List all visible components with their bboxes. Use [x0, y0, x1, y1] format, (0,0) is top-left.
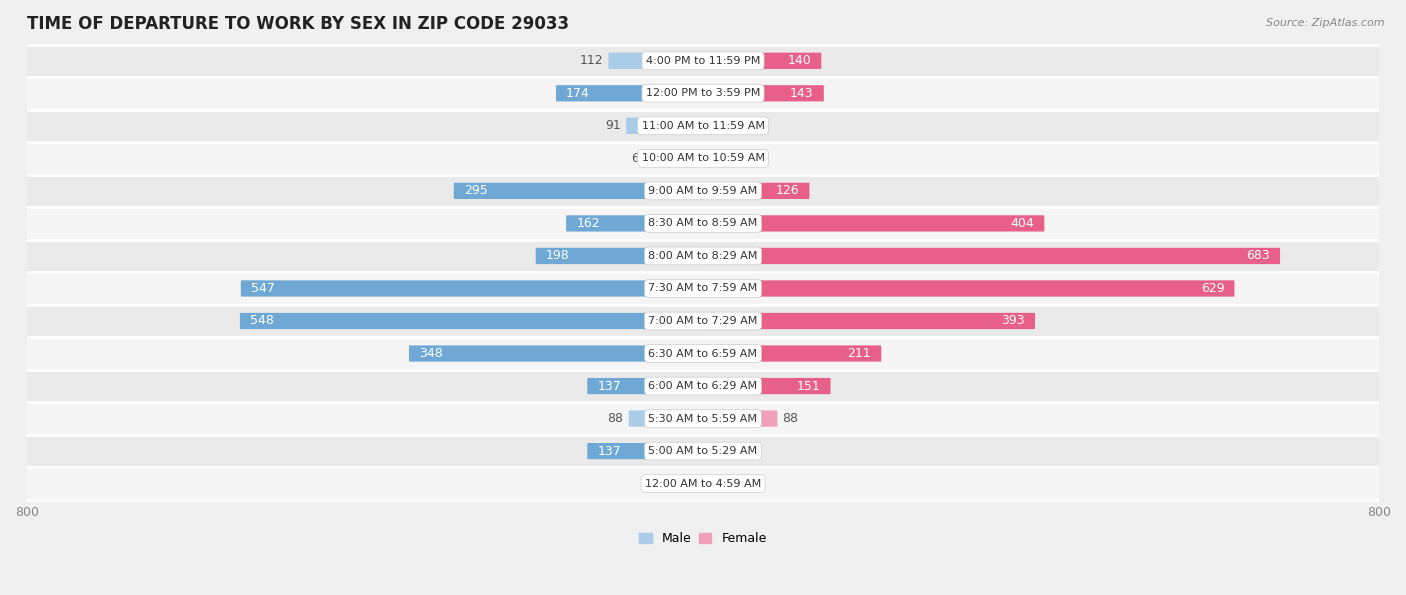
Text: 0: 0 [709, 444, 716, 458]
Text: 4:00 PM to 11:59 PM: 4:00 PM to 11:59 PM [645, 56, 761, 66]
FancyBboxPatch shape [703, 378, 831, 394]
Text: 0: 0 [709, 120, 716, 132]
Text: 683: 683 [1246, 249, 1270, 262]
Text: 404: 404 [1011, 217, 1035, 230]
FancyBboxPatch shape [703, 52, 821, 69]
Bar [27, 337, 1379, 369]
Text: 27: 27 [731, 477, 747, 490]
FancyBboxPatch shape [651, 150, 703, 167]
Text: 61: 61 [631, 152, 647, 165]
Text: Source: ZipAtlas.com: Source: ZipAtlas.com [1267, 18, 1385, 28]
Text: 548: 548 [250, 315, 274, 327]
FancyBboxPatch shape [536, 248, 703, 264]
Bar [27, 77, 1379, 109]
Text: 5:00 AM to 5:29 AM: 5:00 AM to 5:29 AM [648, 446, 758, 456]
Bar [27, 142, 1379, 174]
Text: 11:00 AM to 11:59 AM: 11:00 AM to 11:59 AM [641, 121, 765, 131]
FancyBboxPatch shape [703, 150, 737, 167]
Text: 6:00 AM to 6:29 AM: 6:00 AM to 6:29 AM [648, 381, 758, 391]
Text: 91: 91 [606, 120, 621, 132]
Text: 7:30 AM to 7:59 AM: 7:30 AM to 7:59 AM [648, 283, 758, 293]
Legend: Male, Female: Male, Female [634, 527, 772, 550]
Text: 10:00 AM to 10:59 AM: 10:00 AM to 10:59 AM [641, 154, 765, 164]
Text: 8:30 AM to 8:59 AM: 8:30 AM to 8:59 AM [648, 218, 758, 228]
FancyBboxPatch shape [703, 183, 810, 199]
Text: 40: 40 [742, 152, 758, 165]
Bar [27, 174, 1379, 207]
FancyBboxPatch shape [703, 85, 824, 101]
Text: 12:00 AM to 4:59 AM: 12:00 AM to 4:59 AM [645, 478, 761, 488]
Text: 7:00 AM to 7:29 AM: 7:00 AM to 7:29 AM [648, 316, 758, 326]
FancyBboxPatch shape [626, 118, 703, 134]
Text: 162: 162 [576, 217, 600, 230]
FancyBboxPatch shape [240, 313, 703, 329]
Text: 629: 629 [1201, 282, 1225, 295]
Text: 8:00 AM to 8:29 AM: 8:00 AM to 8:29 AM [648, 251, 758, 261]
Bar [27, 402, 1379, 435]
FancyBboxPatch shape [609, 52, 703, 69]
Text: 211: 211 [848, 347, 872, 360]
Text: 38: 38 [650, 477, 666, 490]
Text: 12:00 PM to 3:59 PM: 12:00 PM to 3:59 PM [645, 88, 761, 98]
FancyBboxPatch shape [703, 345, 882, 362]
Bar [27, 45, 1379, 77]
FancyBboxPatch shape [703, 280, 1234, 296]
Bar [27, 240, 1379, 272]
Text: 126: 126 [776, 184, 800, 198]
Bar [27, 369, 1379, 402]
Bar [27, 109, 1379, 142]
FancyBboxPatch shape [703, 248, 1279, 264]
Text: 88: 88 [607, 412, 624, 425]
Text: 143: 143 [790, 87, 814, 100]
Bar [27, 272, 1379, 305]
Text: 140: 140 [787, 54, 811, 67]
Text: 9:00 AM to 9:59 AM: 9:00 AM to 9:59 AM [648, 186, 758, 196]
Text: TIME OF DEPARTURE TO WORK BY SEX IN ZIP CODE 29033: TIME OF DEPARTURE TO WORK BY SEX IN ZIP … [27, 15, 569, 33]
FancyBboxPatch shape [567, 215, 703, 231]
Text: 393: 393 [1001, 315, 1025, 327]
FancyBboxPatch shape [703, 475, 725, 491]
Bar [27, 207, 1379, 240]
FancyBboxPatch shape [671, 475, 703, 491]
Text: 137: 137 [598, 380, 621, 393]
FancyBboxPatch shape [555, 85, 703, 101]
Bar [27, 467, 1379, 500]
Text: 348: 348 [419, 347, 443, 360]
FancyBboxPatch shape [588, 378, 703, 394]
Text: 547: 547 [250, 282, 274, 295]
Text: 88: 88 [782, 412, 799, 425]
Text: 5:30 AM to 5:59 AM: 5:30 AM to 5:59 AM [648, 414, 758, 424]
Bar [27, 305, 1379, 337]
FancyBboxPatch shape [703, 215, 1045, 231]
Text: 295: 295 [464, 184, 488, 198]
FancyBboxPatch shape [588, 443, 703, 459]
Text: 6:30 AM to 6:59 AM: 6:30 AM to 6:59 AM [648, 349, 758, 359]
Text: 174: 174 [567, 87, 591, 100]
FancyBboxPatch shape [628, 411, 703, 427]
Text: 137: 137 [598, 444, 621, 458]
FancyBboxPatch shape [240, 280, 703, 296]
Text: 112: 112 [579, 54, 603, 67]
Text: 151: 151 [797, 380, 821, 393]
FancyBboxPatch shape [454, 183, 703, 199]
FancyBboxPatch shape [409, 345, 703, 362]
Bar [27, 435, 1379, 467]
FancyBboxPatch shape [703, 411, 778, 427]
Text: 198: 198 [546, 249, 569, 262]
FancyBboxPatch shape [703, 313, 1035, 329]
